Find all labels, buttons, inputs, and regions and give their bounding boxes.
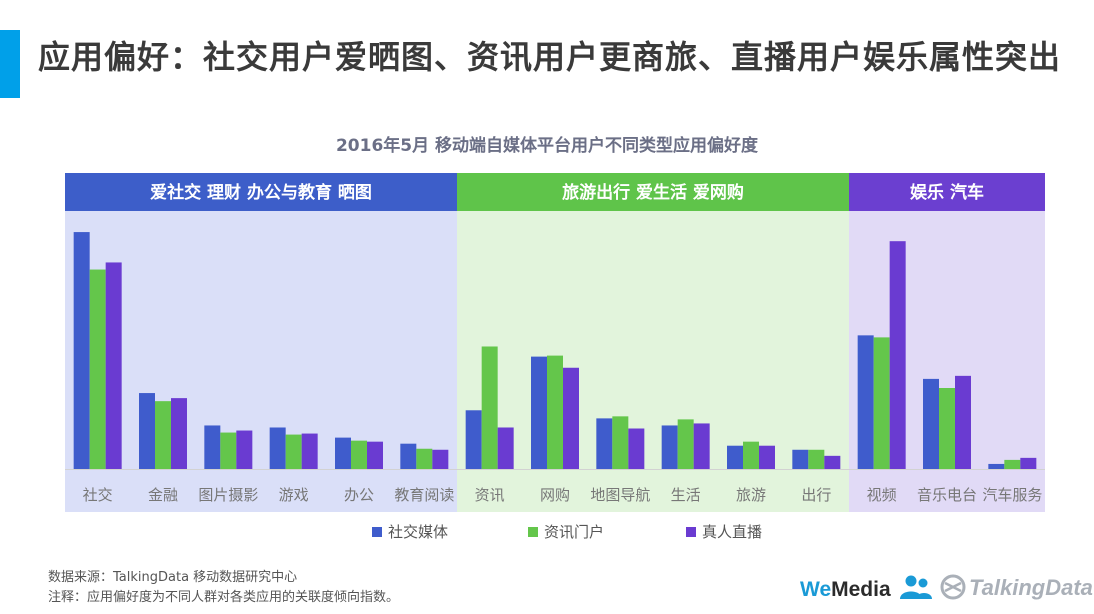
bar-0-0	[73, 232, 90, 469]
bar-2-0	[105, 262, 122, 469]
bar-0-7	[531, 356, 547, 469]
bar-2-3	[301, 433, 318, 469]
x-tick-label-8: 地图导航	[590, 486, 650, 504]
x-tick-label-4: 办公	[344, 486, 374, 504]
bar-1-9	[677, 419, 694, 469]
bar-2-12	[889, 241, 906, 469]
wemedia-logo: WeMedia	[800, 574, 933, 604]
x-tick-label-10: 旅游	[736, 486, 766, 504]
x-tick-label-3: 游戏	[279, 486, 309, 504]
bar-2-2	[236, 430, 253, 469]
bar-2-6	[497, 427, 514, 469]
bar-2-14	[1020, 457, 1037, 469]
bar-0-1	[139, 393, 155, 469]
x-tick-label-5: 教育阅读	[394, 486, 454, 504]
group-background-0	[65, 211, 457, 512]
legend-item-0: 社交媒体	[372, 521, 448, 542]
bar-0-14	[988, 463, 1005, 469]
group-header-1	[457, 173, 849, 211]
bar-1-8	[612, 416, 629, 469]
wemedia-logo-we: We	[800, 578, 832, 601]
bar-2-9	[693, 423, 710, 469]
legend-item-1: 资讯门户	[528, 521, 604, 542]
legend-swatch-2	[686, 526, 696, 537]
bar-0-10	[727, 445, 743, 469]
x-tick-label-1: 金融	[148, 486, 178, 504]
wemedia-logo-media: Media	[831, 578, 891, 601]
bar-1-10	[743, 441, 759, 469]
bar-1-0	[89, 269, 106, 469]
x-tick-label-14: 汽车服务	[982, 486, 1042, 504]
bar-2-13	[955, 375, 971, 469]
x-tick-label-9: 生活	[671, 486, 701, 504]
bar-0-8	[596, 418, 613, 469]
legend-label-2: 真人直播	[702, 523, 763, 541]
footnote-remark: 注释：应用偏好度为不同人群对各类应用的关联度倾向指数。	[48, 590, 400, 605]
bar-1-13	[939, 388, 955, 469]
x-tick-label-12: 视频	[867, 486, 897, 504]
bar-0-2	[204, 425, 221, 469]
bar-1-3	[285, 434, 302, 469]
x-tick-label-2: 图片摄影	[198, 486, 258, 504]
bar-2-5	[432, 449, 449, 469]
bar-0-11	[792, 449, 809, 469]
bar-2-10	[759, 445, 775, 469]
x-tick-label-7: 网购	[540, 486, 570, 504]
bar-2-1	[171, 398, 187, 469]
talkingdata-logo-text: TalkingData	[969, 575, 1093, 600]
bar-0-4	[335, 437, 351, 469]
bar-1-12	[873, 337, 890, 469]
chart-legend: 社交媒体 资讯门户 真人直播	[0, 521, 1094, 543]
x-tick-label-11: 出行	[801, 486, 831, 504]
bar-1-14	[1004, 459, 1021, 469]
chart-title: 2016年5月 移动端自媒体平台用户不同类型应用偏好度	[335, 136, 759, 156]
title-accent-bar	[0, 30, 20, 98]
legend-item-2: 真人直播	[686, 521, 762, 542]
bar-0-12	[857, 335, 874, 469]
bar-0-5	[400, 443, 417, 469]
talkingdata-logo: TalkingData	[940, 574, 1093, 604]
bar-1-7	[547, 355, 563, 469]
bar-2-11	[824, 455, 841, 469]
bar-2-8	[628, 428, 645, 469]
bar-1-5	[416, 448, 433, 469]
talkingdata-globe-icon	[940, 574, 966, 600]
bar-0-6	[465, 410, 482, 469]
group-header-label-0: 爱社交 理财 办公与教育 晒图	[150, 182, 372, 203]
legend-label-0: 社交媒体	[388, 523, 449, 541]
x-tick-label-0: 社交	[83, 486, 113, 504]
page-title: 应用偏好：社交用户爱晒图、资讯用户更商旅、直播用户娱乐属性突出	[38, 38, 1062, 76]
bar-0-9	[661, 425, 678, 469]
group-header-2	[849, 173, 1045, 211]
group-background-1	[457, 211, 849, 512]
bar-0-3	[269, 427, 286, 469]
bar-0-13	[923, 378, 939, 469]
legend-swatch-0	[372, 526, 382, 537]
x-tick-label-6: 资讯	[475, 486, 505, 504]
bar-1-2	[220, 432, 237, 469]
group-header-label-1: 旅游出行 爱生活 爱网购	[562, 182, 744, 203]
people-icon	[899, 575, 932, 599]
bar-2-4	[367, 441, 383, 469]
bar-1-6	[481, 346, 498, 469]
bar-2-7	[563, 367, 579, 469]
bar-1-11	[808, 449, 825, 469]
x-tick-label-13: 音乐电台	[917, 486, 977, 504]
bar-1-1	[155, 401, 171, 469]
legend-label-1: 资讯门户	[544, 523, 605, 541]
legend-swatch-1	[528, 526, 538, 537]
data-source-note: 数据来源：TalkingData 移动数据研究中心	[48, 570, 298, 585]
group-header-0	[65, 173, 457, 211]
bar-1-4	[351, 440, 367, 469]
group-header-label-2: 娱乐 汽车	[910, 182, 984, 203]
